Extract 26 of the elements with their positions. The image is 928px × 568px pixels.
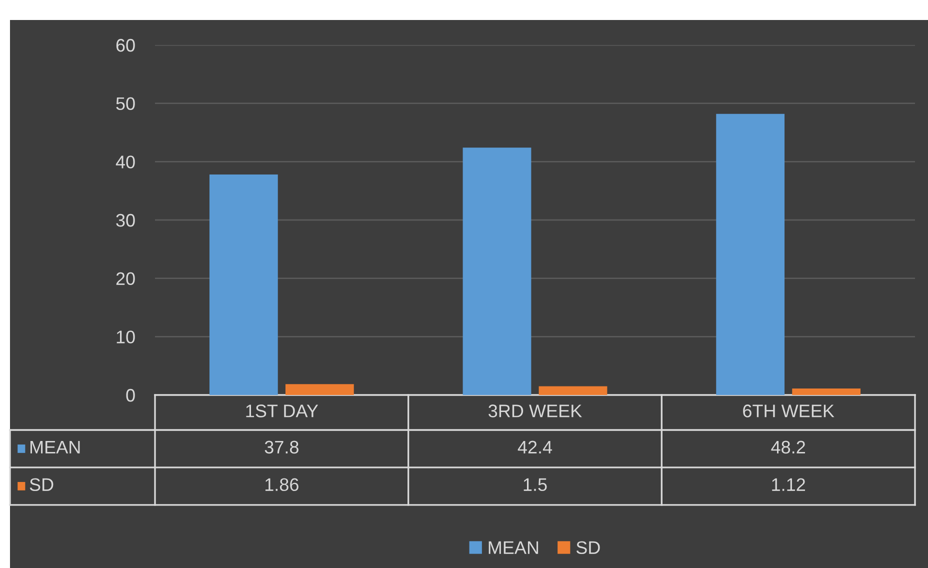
data-label: 1.86 xyxy=(265,478,298,492)
y-tick-label: 20 xyxy=(116,272,135,286)
legend-label: MEAN xyxy=(30,440,80,454)
y-tick-label: 60 xyxy=(116,38,135,52)
x-tick-label: 6TH WEEK xyxy=(743,404,834,418)
data-label: 1.12 xyxy=(772,478,805,491)
y-tick-label: 10 xyxy=(116,330,135,344)
bar xyxy=(285,384,354,395)
text: SD xyxy=(30,478,54,492)
bar xyxy=(538,386,608,395)
x-tick-label: 1ST DAY xyxy=(246,404,318,418)
data-label: 42.4 xyxy=(518,440,552,454)
data-label: 37.8 xyxy=(264,440,298,454)
x-tick-label: 3RD WEEK xyxy=(488,404,582,418)
data-label: 48.2 xyxy=(771,440,805,454)
y-tick-label: 0 xyxy=(126,388,135,402)
bar xyxy=(792,388,861,395)
text: MEAN xyxy=(488,541,538,554)
y-tick-label: 40 xyxy=(116,156,135,168)
data-label: 1.5 xyxy=(524,478,547,492)
bar xyxy=(462,148,532,395)
y-tick-label: 30 xyxy=(116,214,135,227)
bar xyxy=(209,174,278,395)
legend-label: SD xyxy=(576,541,600,554)
bar xyxy=(716,114,785,395)
y-tick-label: 50 xyxy=(116,97,135,110)
